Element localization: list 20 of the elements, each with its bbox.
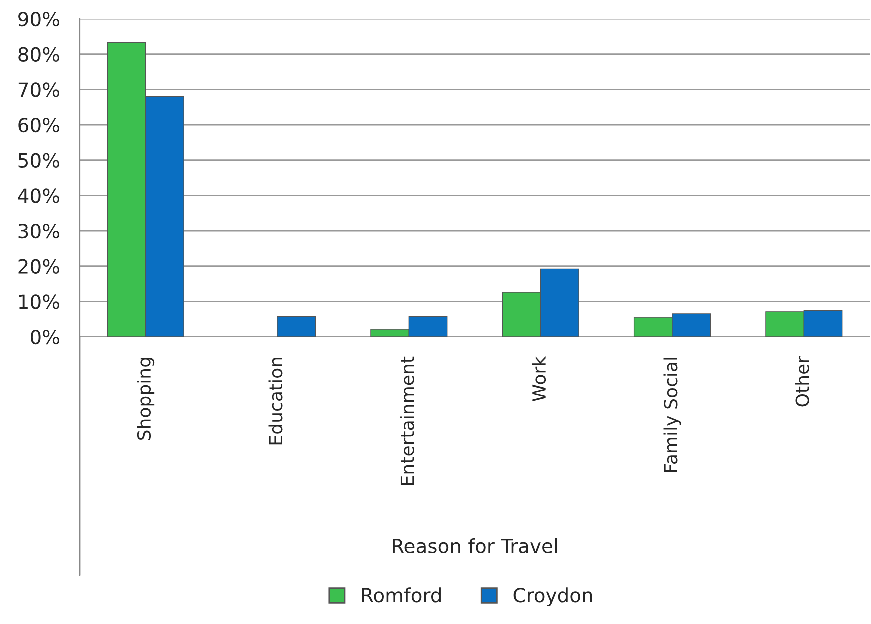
y-tick-label: 20% (18, 259, 60, 274)
y-tick-label: 0% (30, 330, 60, 345)
x-tick-label: Entertainment (400, 356, 414, 485)
x-axis-title: Reason for Travel (393, 538, 558, 554)
x-tick-label: Other (795, 356, 810, 407)
bar (277, 316, 316, 337)
y-tick-label: 50% (18, 153, 60, 168)
y-tick-label: 80% (18, 47, 60, 62)
x-tick-label: Shopping (137, 358, 155, 440)
y-tick-label: 60% (18, 118, 60, 133)
x-tick-label: Family Social (664, 358, 682, 472)
x-tick-label: Work (532, 356, 546, 402)
legend-label: Romford (362, 588, 441, 603)
y-tick-label: 70% (18, 82, 60, 98)
y-tick-label: 90% (18, 12, 60, 27)
legend-label: Croydon (514, 588, 592, 606)
x-tick-label: Education (268, 358, 283, 445)
y-tick-label: 30% (18, 224, 60, 239)
y-tick-label: 40% (18, 188, 60, 204)
y-tick-label: 10% (19, 294, 60, 310)
